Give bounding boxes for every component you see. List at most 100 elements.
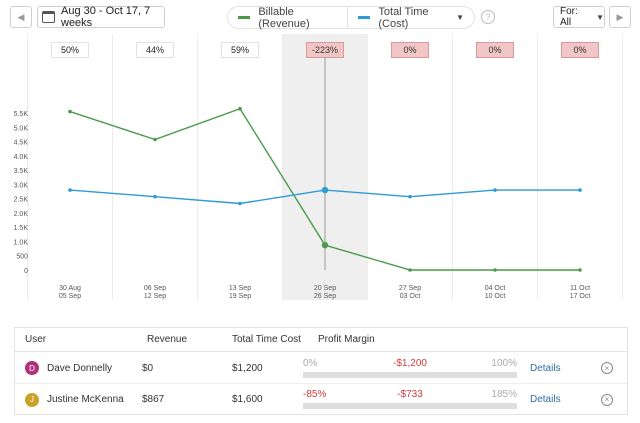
- y-tick-label: 5.5K: [14, 111, 29, 118]
- x-tick-label: 26 Sep: [314, 293, 336, 300]
- total-time-point: [493, 188, 497, 192]
- header-profit-margin: Profit Margin: [318, 334, 375, 345]
- x-tick-label: 27 Sep: [399, 285, 421, 292]
- pm-cost-ratio: 185%: [491, 389, 517, 400]
- billable-point: [153, 137, 157, 142]
- calendar-icon: [42, 11, 55, 23]
- cost-value: $1,600: [232, 394, 263, 405]
- billable-point: [408, 268, 412, 272]
- date-range-label: Aug 30 - Oct 17, 7 weeks: [61, 5, 151, 29]
- close-icon[interactable]: ×: [601, 393, 613, 406]
- table-header: User Revenue Total Time Cost Profit Marg…: [15, 328, 627, 352]
- y-tick-label: 0: [24, 268, 28, 275]
- x-tick-label: 06 Sep: [144, 285, 166, 292]
- y-tick-label: 1.0K: [14, 239, 29, 246]
- cost-value: $1,200: [232, 362, 263, 374]
- chevron-down-icon: ▼: [596, 12, 604, 22]
- y-tick-label: 3.0K: [14, 182, 29, 189]
- pm-track: [303, 372, 517, 378]
- total-time-point: [153, 194, 157, 199]
- pm-amount: -$1,200: [393, 358, 427, 369]
- chevron-down-icon: ▼: [456, 13, 464, 22]
- billable-point: [578, 268, 582, 272]
- chevron-right-icon[interactable]: ▶: [609, 6, 631, 28]
- x-tick-label: 20 Sep: [314, 285, 336, 292]
- for-filter-select[interactable]: For: All ▼: [553, 6, 605, 28]
- chart-area: 0 500 1.0K 1.5K 2.0K 2.5K 3.0K 3.5K 4.0K 4.5K 5.0K…: [0, 34, 640, 300]
- billable-point: [493, 268, 497, 272]
- pm-cost-ratio: 100%: [491, 358, 517, 369]
- details-link[interactable]: Details: [530, 362, 561, 374]
- table-row: D Dave Donnelly $0 $1,200 0% -$1,200 100…: [15, 353, 627, 384]
- billable-point: [68, 109, 72, 114]
- header-total-time-cost: Total Time Cost: [232, 334, 301, 345]
- margin-badge: 44%: [136, 42, 174, 58]
- revenue-value: $0: [142, 362, 154, 374]
- help-icon[interactable]: ?: [481, 10, 495, 24]
- user-table: User Revenue Total Time Cost Profit Marg…: [14, 327, 628, 415]
- y-tick-label: 3.5K: [14, 168, 29, 175]
- billable-point: [238, 106, 242, 111]
- x-tick-label: 17 Oct: [570, 293, 591, 300]
- margin-badge: -223%: [306, 42, 344, 58]
- avatar: J: [25, 392, 39, 407]
- user-cell: J Justine McKenna: [25, 384, 124, 415]
- total-time-point: [578, 188, 582, 192]
- y-tick-label: 4.0K: [14, 154, 29, 161]
- series-legend: Billable (Revenue) Total Time (Cost) ▼: [227, 5, 475, 30]
- close-icon[interactable]: ×: [601, 362, 613, 374]
- avatar: D: [25, 361, 39, 375]
- details-link[interactable]: Details: [530, 394, 561, 405]
- x-tick-label: 19 Sep: [229, 293, 251, 300]
- chevron-left-icon[interactable]: ◀: [10, 6, 32, 28]
- for-filter-label: For: All: [560, 6, 578, 28]
- y-tick-label: 5.0K: [14, 125, 29, 132]
- toolbar: ◀ Aug 30 - Oct 17, 7 weeks ▶ Billable (R…: [0, 0, 640, 34]
- legend-total-time[interactable]: Total Time (Cost) ▼: [347, 5, 474, 30]
- y-tick-label: 1.5K: [14, 225, 29, 232]
- legend-total-time-label: Total Time (Cost): [378, 5, 429, 30]
- pm-amount: -$733: [397, 389, 423, 400]
- margin-badge: 0%: [476, 42, 514, 58]
- legend-billable-label: Billable (Revenue): [258, 5, 310, 30]
- header-revenue: Revenue: [147, 334, 188, 345]
- margin-badge: 59%: [221, 42, 259, 58]
- billable-point: [321, 241, 329, 249]
- table-row: J Justine McKenna $867 $1,600 -85% -$733…: [15, 384, 627, 415]
- total-time-point: [321, 186, 329, 194]
- profit-margin-bar: 0% -$1,200 100%: [303, 357, 517, 381]
- x-tick-label: 04 Oct: [485, 285, 506, 292]
- date-range-picker[interactable]: Aug 30 - Oct 17, 7 weeks: [37, 5, 165, 29]
- x-tick-label: 10 Oct: [485, 293, 506, 300]
- x-tick-label: 12 Sep: [144, 293, 166, 300]
- total-time-point: [238, 201, 242, 206]
- margin-badge: 0%: [391, 42, 429, 58]
- total-time-swatch: [358, 16, 371, 19]
- user-cell: D Dave Donnelly: [25, 353, 112, 383]
- y-tick-label: 500: [16, 254, 28, 261]
- x-tick-label: 05 Sep: [59, 293, 81, 300]
- remove-row[interactable]: ×: [601, 353, 613, 383]
- total-time-point: [68, 188, 72, 192]
- profit-chart: 0 500 1.0K 1.5K 2.0K 2.5K 3.0K 3.5K 4.0K 4.5K 5.0K…: [14, 34, 623, 300]
- pm-percent: -85%: [303, 389, 327, 400]
- user-name: Justine McKenna: [47, 394, 124, 405]
- x-tick-label: 11 Oct: [570, 285, 590, 292]
- header-user: User: [25, 334, 47, 345]
- margin-badge: 0%: [561, 42, 599, 58]
- x-tick-label: 03 Oct: [400, 293, 421, 300]
- billable-swatch: [238, 16, 251, 19]
- pm-percent: 0%: [303, 358, 318, 369]
- legend-billable[interactable]: Billable (Revenue): [228, 5, 347, 30]
- profit-margin-bar: -85% -$733 185%: [303, 388, 517, 412]
- y-tick-label: 4.5K: [14, 140, 29, 147]
- y-tick-label: 2.5K: [14, 197, 29, 204]
- margin-badge: 50%: [51, 42, 89, 58]
- x-tick-label: 13 Sep: [229, 285, 251, 292]
- total-time-point: [408, 194, 412, 199]
- y-tick-label: 2.0K: [14, 211, 29, 218]
- remove-row[interactable]: ×: [601, 384, 613, 415]
- pm-track: [303, 403, 517, 409]
- user-name: Dave Donnelly: [47, 362, 113, 374]
- x-tick-label: 30 Aug: [59, 285, 81, 292]
